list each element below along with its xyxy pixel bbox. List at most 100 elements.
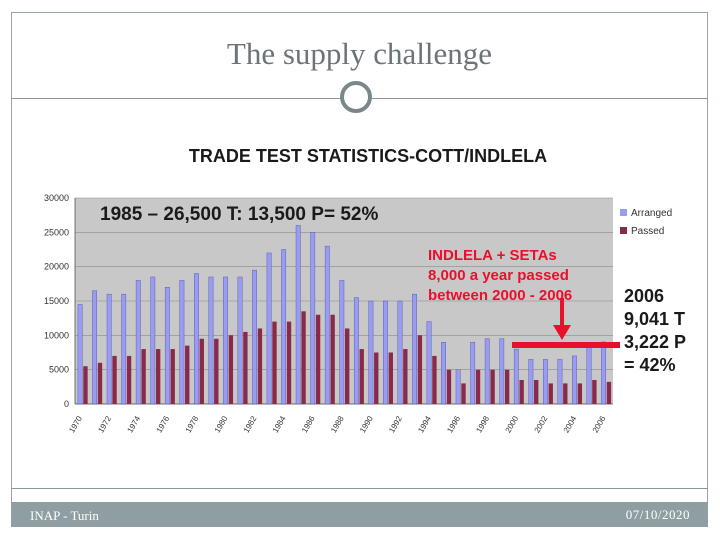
y-tick-label: 5000 xyxy=(49,365,69,375)
x-tick-label: 1988 xyxy=(329,414,346,434)
x-tick-label: 1980 xyxy=(213,414,230,434)
x-tick-label: 2004 xyxy=(562,414,579,434)
bar-passed xyxy=(272,321,277,404)
bar-arranged xyxy=(397,300,403,405)
footer-bar xyxy=(11,502,708,527)
legend-swatch xyxy=(620,227,627,234)
y-tick-label: 25000 xyxy=(44,227,69,237)
bar-arranged xyxy=(281,249,287,405)
bar-arranged xyxy=(295,225,301,405)
bar-arranged xyxy=(586,345,592,405)
bar-passed xyxy=(461,383,466,404)
legend-label: Passed xyxy=(631,226,664,237)
title-rule-right xyxy=(372,98,708,99)
bar-arranged xyxy=(106,293,112,405)
callout-line: between 2000 - 2006 xyxy=(428,287,572,304)
bar-passed xyxy=(301,311,306,404)
y-tick-label: 0 xyxy=(64,399,69,409)
bar-arranged xyxy=(353,297,359,405)
bar-passed xyxy=(388,352,393,404)
bar-passed xyxy=(199,338,204,404)
bar-passed xyxy=(214,338,219,404)
bar-passed xyxy=(155,349,161,404)
legend-label: Arranged xyxy=(631,208,672,219)
bar-passed xyxy=(228,335,234,404)
x-tick-label: 1990 xyxy=(358,414,375,434)
x-tick-label: 1970 xyxy=(67,414,84,434)
bar-arranged xyxy=(208,276,214,405)
x-tick-label: 1974 xyxy=(125,414,142,434)
x-tick-label: 1972 xyxy=(96,414,113,434)
bar-arranged xyxy=(528,359,534,405)
bar-passed xyxy=(519,379,524,404)
bar-passed xyxy=(359,349,364,404)
bar-passed xyxy=(345,328,350,404)
bar-passed xyxy=(577,383,583,404)
bar-arranged xyxy=(121,293,127,405)
bar-passed xyxy=(417,335,423,404)
bar-arranged xyxy=(266,252,272,405)
note-line: 9,041 T xyxy=(624,309,685,329)
slide-title: The supply challenge xyxy=(226,36,493,71)
x-tick-label: 1984 xyxy=(271,414,288,434)
bar-passed xyxy=(141,349,146,404)
bar-arranged xyxy=(513,348,519,405)
bar-arranged xyxy=(339,280,345,405)
note-line: 3,222 P xyxy=(624,332,686,352)
bar-passed xyxy=(315,314,321,404)
bar-arranged xyxy=(441,342,446,405)
callout-arrow-head xyxy=(553,325,571,340)
bar-passed xyxy=(606,381,612,404)
footer-rule xyxy=(11,488,708,489)
title-rule-left xyxy=(11,98,341,99)
x-tick-label: 1976 xyxy=(155,414,172,434)
x-tick-label: 1982 xyxy=(242,414,259,434)
x-tick-label: 1998 xyxy=(474,414,491,434)
bar-arranged xyxy=(77,304,83,405)
bar-arranged xyxy=(412,293,417,405)
bar-passed xyxy=(257,328,263,404)
bar-passed xyxy=(170,349,175,404)
bar-passed xyxy=(112,355,117,404)
bar-arranged xyxy=(135,280,141,405)
chart-title: TRADE TEST STATISTICS-COTT/INDLELA xyxy=(189,146,547,166)
bar-passed xyxy=(374,352,379,404)
bar-arranged xyxy=(426,321,432,405)
bar-passed xyxy=(126,355,132,404)
bar-passed xyxy=(185,345,190,404)
bar-arranged xyxy=(499,338,505,405)
bar-passed xyxy=(592,379,597,404)
headline-annotation: 1985 – 26,500 T: 13,500 P= 52% xyxy=(100,204,378,225)
footer-date: 07/10/2020 xyxy=(625,507,690,522)
bar-arranged xyxy=(252,269,257,405)
y-tick-label: 15000 xyxy=(44,296,69,306)
bar-arranged xyxy=(150,276,156,405)
bar-arranged xyxy=(383,300,388,405)
bar-arranged xyxy=(324,245,330,405)
bar-passed xyxy=(432,355,437,404)
bar-passed xyxy=(97,362,103,404)
bar-passed xyxy=(563,383,568,404)
x-tick-label: 1986 xyxy=(300,414,317,434)
bar-passed xyxy=(286,321,292,404)
bar-arranged xyxy=(470,342,476,405)
bar-arranged xyxy=(484,338,490,405)
y-tick-label: 10000 xyxy=(44,330,69,340)
bar-passed xyxy=(83,366,88,404)
legend-swatch xyxy=(620,209,627,216)
bar-arranged xyxy=(310,232,316,405)
bar-passed xyxy=(475,369,481,404)
y-tick-label: 30000 xyxy=(44,193,69,203)
bar-arranged xyxy=(557,359,563,405)
x-tick-label: 1996 xyxy=(445,414,462,434)
note-line: 2006 xyxy=(624,286,664,306)
bar-passed xyxy=(403,349,408,404)
x-tick-label: 2000 xyxy=(504,414,521,434)
bar-arranged xyxy=(179,280,185,405)
bar-arranged xyxy=(368,300,374,405)
x-tick-label: 1978 xyxy=(184,414,201,434)
bar-passed xyxy=(534,379,539,404)
bar-arranged xyxy=(237,276,243,405)
bar-passed xyxy=(330,314,335,404)
note-line: = 42% xyxy=(624,355,676,375)
